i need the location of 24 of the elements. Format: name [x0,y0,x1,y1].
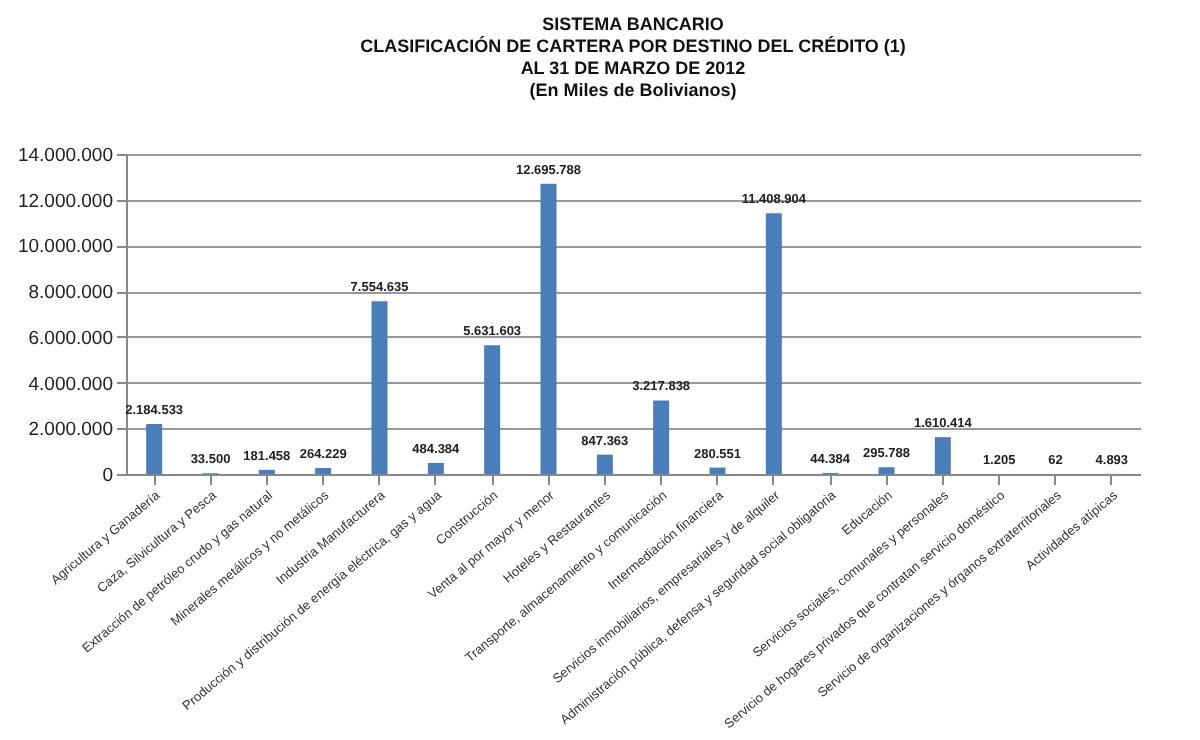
text: SISTEMA BANCARIO [542,14,724,34]
bar [427,462,444,474]
bar [709,467,726,474]
y-tick-label: 0 [102,465,113,487]
bar [371,301,388,474]
bar [765,213,782,474]
y-tick-label: 12.000.000 [17,190,113,213]
y-tick-label: 2.000.000 [28,419,113,442]
bar [484,345,501,474]
y-tick-label: 14.000.000 [17,145,113,167]
y-tick-label: 8.000.000 [28,282,113,305]
text: AL 31 DE MARZO DE 2012 [520,58,746,78]
y-tick-label: 10.000.000 [17,236,113,259]
text: CLASIFICACIÓN DE CARTERA POR DESTINO DEL CRÉDITO (1) [360,36,906,56]
y-tick-label: 4.000.000 [28,373,113,396]
bar [878,467,895,474]
bar [596,454,613,474]
bar [315,467,332,474]
bar [934,437,951,474]
text: (En Miles de Bolivianos) [529,80,737,100]
bar [653,400,670,474]
bar [146,424,163,474]
bar [540,183,557,474]
y-tick-label: 6.000.000 [28,327,113,350]
